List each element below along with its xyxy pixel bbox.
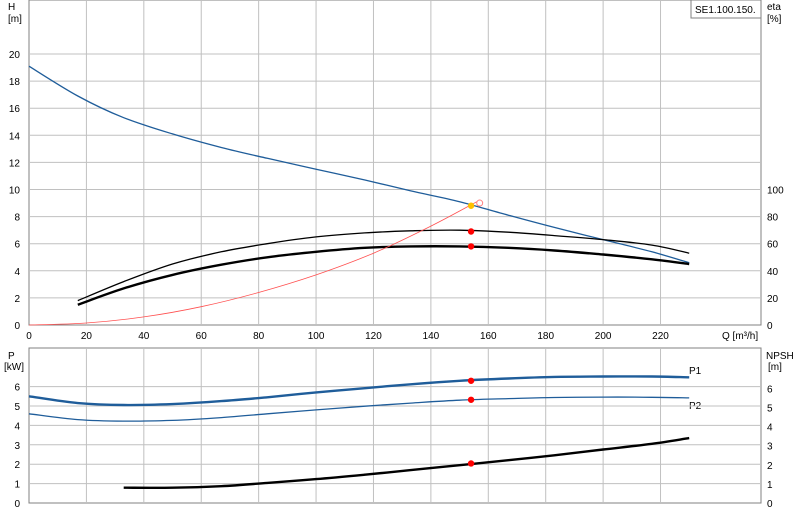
operating-point-marker <box>467 228 475 235</box>
x-tick-label: 60 <box>196 331 208 342</box>
x-tick-label: 140 <box>423 331 440 342</box>
series-line-system-curve <box>28 201 477 326</box>
bottom-left-tick-label: 0 <box>14 499 20 510</box>
bottom-left-tick-label: 3 <box>14 441 20 452</box>
top-left-tick-label: 2 <box>14 294 20 305</box>
bottom-left-tick-label: 6 <box>14 383 20 394</box>
bottom-right-axis-label: NPSH <box>766 351 794 362</box>
x-tick-label: 40 <box>138 331 150 342</box>
top-left-tick-label: 8 <box>14 213 20 224</box>
x-tick-label: 20 <box>81 331 93 342</box>
x-tick-label: 160 <box>480 331 497 342</box>
top-chart-tick-labels: 0 20 40 60 80 100 120 140 160 180 200 2200246810121… <box>9 50 784 342</box>
operating-point-marker <box>467 243 475 250</box>
top-left-tick-label: 18 <box>9 77 21 88</box>
top-chart-series <box>28 65 690 326</box>
top-left-axis-label: H <box>8 2 15 13</box>
bottom-right-tick-label: 1 <box>767 480 773 491</box>
x-tick-label: 120 <box>365 331 382 342</box>
bottom-right-tick-label: 4 <box>767 423 773 434</box>
bottom-right-tick-label: 3 <box>767 442 773 453</box>
top-right-tick-label: 60 <box>767 240 779 251</box>
top-left-axis-unit: [m] <box>8 14 22 25</box>
bottom-left-axis-unit: [kW] <box>4 362 24 373</box>
top-chart-grid <box>28 0 762 326</box>
top-right-tick-label: 20 <box>767 294 779 305</box>
top-left-tick-label: 6 <box>14 240 20 251</box>
top-right-tick-label: 100 <box>767 186 784 197</box>
bottom-chart-tick-labels: 0 1 2 3 4 5 6 0 1 2 3 4 5 6 <box>14 383 773 510</box>
operating-point-marker <box>467 377 475 384</box>
bottom-chart-series <box>28 375 690 490</box>
bottom-right-tick-label: 6 <box>767 384 773 395</box>
operating-point-marker <box>467 396 475 403</box>
top-left-tick-label: 16 <box>9 104 21 115</box>
x-tick-label: 80 <box>253 331 265 342</box>
top-left-tick-label: 14 <box>9 131 21 142</box>
x-tick-label: 200 <box>595 331 612 342</box>
bottom-left-tick-label: 2 <box>14 460 20 471</box>
bottom-left-axis-label: P <box>8 351 15 362</box>
series-line-head <box>28 65 690 264</box>
bottom-right-tick-label: 5 <box>767 404 773 415</box>
bottom-right-tick-label: 0 <box>767 499 773 510</box>
bottom-left-tick-label: 4 <box>14 421 20 432</box>
x-axis-label: Q [m³/h] <box>722 331 758 342</box>
top-left-tick-label: 0 <box>14 321 20 332</box>
x-tick-label: 180 <box>537 331 554 342</box>
series-line-eff-upper <box>77 229 690 302</box>
p1-series-label: P1 <box>689 366 702 377</box>
bottom-right-axis-unit: [m] <box>768 362 782 373</box>
x-tick-label: 220 <box>652 331 669 342</box>
top-right-axis-unit: [%] <box>767 14 782 25</box>
top-left-tick-label: 20 <box>9 50 21 61</box>
top-right-tick-label: 40 <box>767 267 779 278</box>
series-line-P1 <box>28 375 690 407</box>
bottom-left-tick-label: 5 <box>14 402 20 413</box>
bottom-left-tick-label: 1 <box>14 480 20 491</box>
top-right-axis-label: eta <box>767 2 781 13</box>
x-tick-label: 0 <box>26 331 32 342</box>
duty-point-marker <box>476 199 484 207</box>
bottom-right-tick-label: 2 <box>767 461 773 472</box>
model-label: SE1.100.150. <box>695 5 756 16</box>
top-right-tick-label: 80 <box>767 213 779 224</box>
top-left-tick-label: 12 <box>9 158 21 169</box>
operating-point-marker <box>467 460 475 467</box>
series-line-NPSH <box>123 436 690 490</box>
series-line-P2 <box>28 396 690 422</box>
x-tick-label: 100 <box>308 331 325 342</box>
top-left-tick-label: 10 <box>9 186 21 197</box>
top-left-tick-label: 4 <box>14 267 20 278</box>
operating-point-marker <box>467 202 475 209</box>
top-right-tick-label: 0 <box>767 321 773 332</box>
